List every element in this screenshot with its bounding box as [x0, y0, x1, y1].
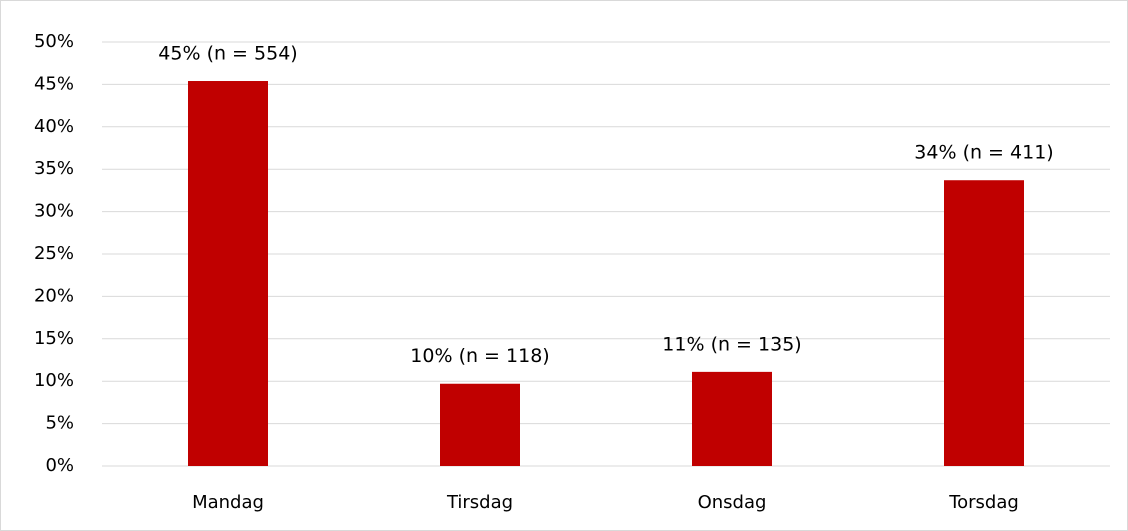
y-tick-label: 20%: [34, 285, 74, 306]
y-tick-label: 40%: [34, 116, 74, 137]
y-tick-label: 15%: [34, 328, 74, 349]
y-tick-label: 25%: [34, 243, 74, 264]
bar: [440, 383, 520, 466]
x-tick-label: Tirsdag: [446, 492, 513, 513]
y-tick-label: 5%: [45, 413, 74, 434]
value-label: 11% (n = 135): [662, 333, 801, 355]
y-tick-label: 0%: [45, 455, 74, 476]
value-label: 34% (n = 411): [914, 142, 1053, 164]
value-label: 45% (n = 554): [158, 43, 297, 65]
bar: [944, 180, 1024, 466]
y-tick-label: 45%: [34, 73, 74, 94]
x-tick-label: Onsdag: [698, 492, 767, 513]
value-label: 10% (n = 118): [410, 345, 549, 367]
x-tick-label: Torsdag: [948, 492, 1019, 513]
bar: [188, 81, 268, 467]
y-tick-label: 10%: [34, 370, 74, 391]
bar: [692, 371, 772, 466]
y-tick-label: 35%: [34, 158, 74, 179]
y-tick-label: 50%: [34, 31, 74, 52]
y-tick-label: 30%: [34, 201, 74, 222]
x-tick-label: Mandag: [192, 492, 264, 513]
